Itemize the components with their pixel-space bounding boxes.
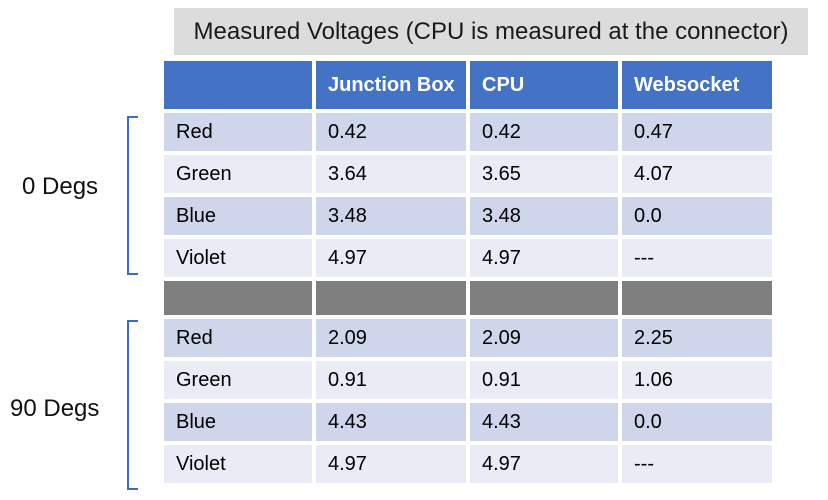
header-cell-color — [164, 61, 312, 109]
cell-cpu: 0.91 — [470, 361, 618, 399]
cell-color: Green — [164, 155, 312, 193]
table-row: Violet 4.97 4.97 --- — [164, 445, 772, 483]
table-row: Green 0.91 0.91 1.06 — [164, 361, 772, 399]
table-row: Violet 4.97 4.97 --- — [164, 239, 772, 277]
brace-0-degs — [127, 116, 138, 275]
cell-junction-box: 4.97 — [316, 445, 466, 483]
separator-row — [164, 281, 772, 315]
cell-cpu: 3.65 — [470, 155, 618, 193]
cell-cpu: 4.43 — [470, 403, 618, 441]
cell-color: Red — [164, 319, 312, 357]
separator-cell — [622, 281, 772, 315]
cell-junction-box: 2.09 — [316, 319, 466, 357]
cell-websocket: 0.0 — [622, 403, 772, 441]
cell-cpu: 4.97 — [470, 445, 618, 483]
cell-websocket: 2.25 — [622, 319, 772, 357]
cell-cpu: 3.48 — [470, 197, 618, 235]
cell-junction-box: 3.64 — [316, 155, 466, 193]
group-label-90-degs: 90 Degs — [10, 395, 100, 422]
brace-90-degs — [127, 320, 138, 490]
cell-junction-box: 0.91 — [316, 361, 466, 399]
cell-color: Red — [164, 113, 312, 151]
cell-junction-box: 3.48 — [316, 197, 466, 235]
group-label-0-degs: 0 Degs — [22, 173, 99, 200]
cell-color: Violet — [164, 445, 312, 483]
separator-cell — [316, 281, 466, 315]
cell-websocket: --- — [622, 239, 772, 277]
table-row: Blue 4.43 4.43 0.0 — [164, 403, 772, 441]
cell-color: Green — [164, 361, 312, 399]
table-header-row: Junction Box CPU Websocket — [164, 61, 772, 109]
cell-cpu: 2.09 — [470, 319, 618, 357]
cell-color: Violet — [164, 239, 312, 277]
cell-junction-box: 4.43 — [316, 403, 466, 441]
cell-cpu: 4.97 — [470, 239, 618, 277]
cell-color: Blue — [164, 197, 312, 235]
separator-cell — [470, 281, 618, 315]
table-row: Green 3.64 3.65 4.07 — [164, 155, 772, 193]
table-title: Measured Voltages (CPU is measured at th… — [174, 8, 808, 55]
separator-cell — [164, 281, 312, 315]
cell-websocket: --- — [622, 445, 772, 483]
cell-color: Blue — [164, 403, 312, 441]
header-cell-junction-box: Junction Box — [316, 61, 466, 109]
cell-websocket: 1.06 — [622, 361, 772, 399]
voltage-table: Junction Box CPU Websocket Red 0.42 0.42… — [160, 57, 776, 487]
cell-websocket: 0.0 — [622, 197, 772, 235]
header-cell-cpu: CPU — [470, 61, 618, 109]
cell-websocket: 0.47 — [622, 113, 772, 151]
cell-junction-box: 0.42 — [316, 113, 466, 151]
table-row: Blue 3.48 3.48 0.0 — [164, 197, 772, 235]
cell-junction-box: 4.97 — [316, 239, 466, 277]
cell-websocket: 4.07 — [622, 155, 772, 193]
table-row: Red 0.42 0.42 0.47 — [164, 113, 772, 151]
table-row: Red 2.09 2.09 2.25 — [164, 319, 772, 357]
header-cell-websocket: Websocket — [622, 61, 772, 109]
cell-cpu: 0.42 — [470, 113, 618, 151]
